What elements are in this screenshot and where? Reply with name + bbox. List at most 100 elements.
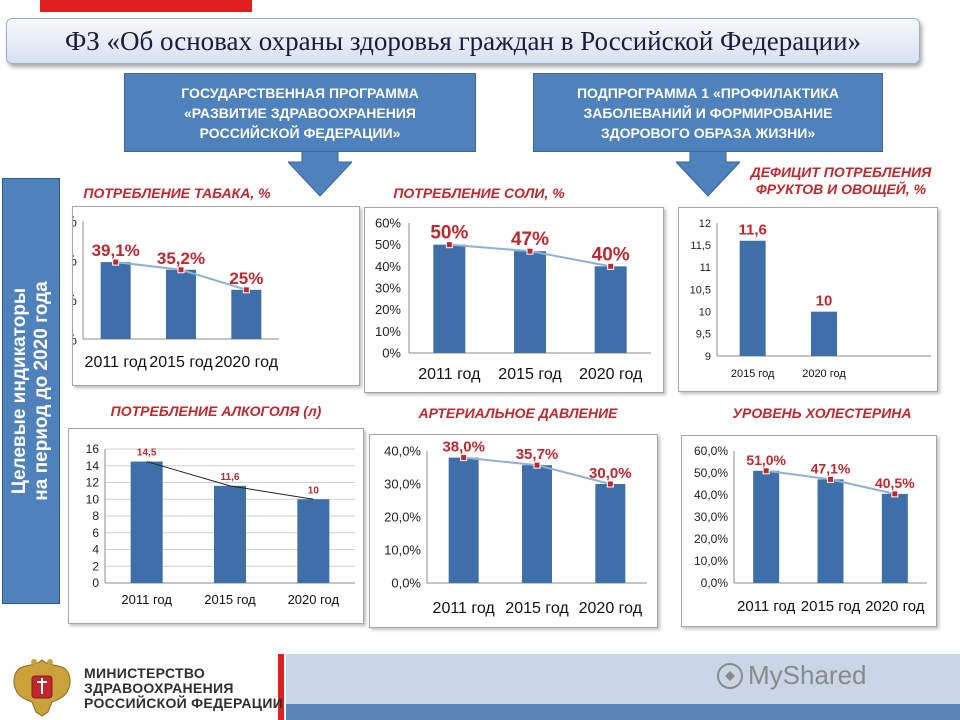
x-tick-label: 2011 год bbox=[85, 354, 148, 371]
chart-title-alcohol: ПОТРЕБЛЕНИЕ АЛКОГОЛЯ (л) bbox=[110, 403, 322, 419]
y-tick-label: 60,0% bbox=[694, 444, 728, 458]
subprogram-line: ПОДПРОГРАММА 1 «ПРОФИЛАКТИКА bbox=[576, 84, 839, 101]
data-label: 10 bbox=[816, 293, 833, 310]
y-tick-label: 9 bbox=[705, 351, 711, 363]
data-label: 51,0% bbox=[746, 452, 786, 468]
chart-panel-cholesterol: 0,0% 10,0% 20,0% 30,0% 40,0% 50,0% 60,0% 2011 г… bbox=[681, 435, 937, 627]
x-tick-label: 2015 год bbox=[801, 598, 861, 615]
data-point-marker bbox=[533, 461, 541, 469]
chart-alcohol: 0 2 4 6 8 10 12 14 16 2011 год 2015 год 2020 год 14,… bbox=[86, 442, 355, 607]
data-point-marker bbox=[177, 266, 185, 274]
x-tick-label: 2020 год bbox=[802, 368, 846, 380]
y-tick-label: 20,0% bbox=[694, 532, 728, 546]
data-label: 10 bbox=[308, 485, 320, 496]
y-tick-label: 11 bbox=[700, 262, 711, 274]
data-label: 40% bbox=[592, 244, 630, 265]
data-point-marker bbox=[891, 490, 899, 498]
y-tick-label: 0,0% bbox=[73, 331, 77, 348]
chart-pressure: 0,0% 10,0% 20,0% 30,0% 40,0% 2011 год 2015 год… bbox=[384, 439, 647, 617]
y-tick-label: 30,0% bbox=[694, 510, 728, 524]
chart-panel-alcohol: 0 2 4 6 8 10 12 14 16 2011 год 2015 год 2020 год 14,… bbox=[68, 428, 364, 624]
data-point-marker bbox=[762, 467, 770, 475]
sidebar-line: на период до 2020 года bbox=[31, 281, 52, 501]
y-tick-label: 30,0% bbox=[384, 477, 421, 492]
page-title: ФЗ «Об основах охраны здоровья граждан в… bbox=[6, 18, 920, 64]
bar bbox=[297, 499, 330, 583]
bar bbox=[231, 289, 262, 339]
data-point-marker bbox=[460, 454, 468, 462]
y-tick-label: 12 bbox=[86, 476, 100, 490]
bar bbox=[130, 461, 163, 583]
data-label: 35,2% bbox=[157, 249, 205, 268]
subprogram-box: ПОДПРОГРАММА 1 «ПРОФИЛАКТИКА ЗАБОЛЕВАНИЙ… bbox=[533, 73, 883, 152]
y-tick-label: 4 bbox=[92, 543, 99, 557]
y-tick-label: 14 bbox=[86, 459, 100, 473]
data-label: 39,1% bbox=[92, 241, 140, 260]
bar bbox=[522, 465, 552, 583]
target-indicators-sidebar: Целевые индикаторы на период до 2020 год… bbox=[2, 178, 60, 604]
data-point-marker bbox=[827, 475, 834, 483]
y-tick-label: 10,0% bbox=[694, 554, 728, 568]
chart-title-cholesterol: УРОВЕНЬ ХОЛЕСТЕРИНА bbox=[732, 405, 912, 421]
top-accent-stripe bbox=[40, 0, 252, 12]
y-tick-label: 40,0% bbox=[384, 444, 421, 459]
data-point-marker bbox=[242, 286, 250, 294]
x-tick-label: 2020 год bbox=[579, 600, 643, 617]
bar bbox=[100, 262, 131, 339]
y-tick-label: 0% bbox=[382, 346, 401, 361]
bar bbox=[214, 485, 246, 583]
bar bbox=[739, 240, 766, 356]
y-tick-label: 40,0% bbox=[694, 488, 728, 502]
chart-salt: 0% 10% 20% 30% 40% 50% 60% 2011 год 2015 год 2020… bbox=[375, 216, 651, 383]
y-tick-label: 20,0% bbox=[384, 510, 421, 525]
y-tick-label: 40,0% bbox=[73, 253, 77, 270]
data-label: 50% bbox=[430, 223, 468, 244]
y-tick-label: 50% bbox=[375, 237, 401, 252]
state-program-box: ГОСУДАРСТВЕННАЯ ПРОГРАММА «РАЗВИТИЕ ЗДРА… bbox=[124, 73, 476, 152]
data-label: 11,6 bbox=[221, 472, 240, 483]
x-tick-label: 2015 год bbox=[505, 600, 569, 617]
data-label: 11,6 bbox=[738, 222, 766, 239]
x-tick-label: 2015 год bbox=[204, 592, 256, 607]
bar bbox=[811, 311, 837, 356]
bar bbox=[595, 484, 626, 583]
footer-stripe bbox=[286, 704, 960, 720]
data-point-marker bbox=[607, 262, 615, 270]
y-tick-label: 11,5 bbox=[690, 240, 711, 252]
x-tick-label: 2020 год bbox=[579, 366, 643, 383]
y-tick-label: 10 bbox=[86, 492, 100, 506]
y-tick-label: 10% bbox=[375, 324, 401, 339]
y-tick-label: 50,0% bbox=[694, 466, 728, 480]
data-label: 25% bbox=[229, 269, 263, 288]
ministry-line: МИНИСТЕРСТВО bbox=[84, 665, 206, 681]
bar bbox=[448, 457, 479, 583]
chart-title-fruit: ДЕФИЦИТ ПОТРЕБЛЕНИЯ ФРУКТОВ И ОВОЩЕЙ, % bbox=[750, 164, 932, 197]
x-tick-label: 2011 год bbox=[737, 598, 796, 615]
y-tick-label: 20% bbox=[375, 302, 401, 317]
trend-line bbox=[146, 461, 314, 500]
y-tick-label: 10,0% bbox=[384, 543, 421, 558]
y-tick-label: 12 bbox=[699, 218, 711, 230]
bar bbox=[817, 479, 844, 583]
data-label: 14,5 bbox=[137, 448, 157, 459]
data-point-marker bbox=[445, 241, 453, 249]
x-tick-label: 2011 год bbox=[418, 366, 481, 383]
data-point-marker bbox=[112, 258, 120, 266]
chart-panel-salt: 0% 10% 20% 30% 40% 50% 60% 2011 год 2015 год 2020… bbox=[364, 207, 664, 393]
x-tick-label: 2011 год bbox=[121, 592, 172, 607]
data-label: 30,0% bbox=[589, 465, 632, 482]
y-tick-label: 0,0% bbox=[391, 576, 421, 591]
subprogram-line: ЗАБОЛЕВАНИЙ И ФОРМИРОВАНИЕ bbox=[583, 104, 833, 121]
y-tick-label: 16 bbox=[86, 442, 100, 456]
chart-title-salt: ПОТРЕБЛЕНИЕ СОЛИ, % bbox=[393, 185, 565, 201]
y-tick-label: 60% bbox=[375, 216, 401, 231]
bar bbox=[514, 251, 546, 353]
state-program-line: ГОСУДАРСТВЕННАЯ ПРОГРАММА bbox=[181, 84, 419, 101]
ministry-logo-text: МИНИСТЕРСТВО ЗДРАВООХРАНЕНИЯ РОССИЙСКОЙ … bbox=[84, 666, 283, 711]
chart-fruit: 9 9,5 10 10,5 11 11,5 12 2015 год 2020 год 11,6 10 bbox=[690, 218, 931, 380]
coat-of-arms-icon bbox=[13, 659, 71, 717]
y-tick-label: 30% bbox=[375, 281, 401, 296]
x-tick-label: 2020 год bbox=[215, 354, 279, 371]
